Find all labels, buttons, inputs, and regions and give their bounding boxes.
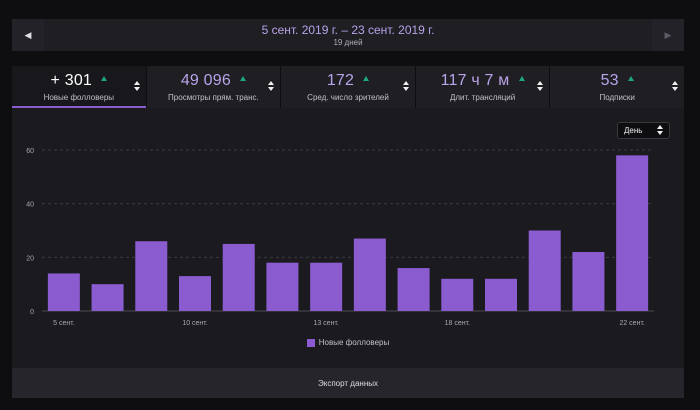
period-select[interactable]: День xyxy=(617,122,670,139)
sort-icon[interactable] xyxy=(671,81,678,92)
trend-up-icon xyxy=(101,76,108,81)
stat-tab-subscriptions[interactable]: 53 Подписки xyxy=(550,66,684,108)
arrow-left-icon: ◀ xyxy=(24,29,32,40)
bar xyxy=(47,273,80,311)
stat-value: + 301 xyxy=(50,72,93,89)
bar xyxy=(397,268,430,311)
date-range-bar: ◀ 5 сент. 2019 г. – 23 сент. 2019 г. 19 … xyxy=(12,19,684,51)
stat-label: Подписки xyxy=(599,93,635,102)
bar xyxy=(441,278,474,311)
next-period-button[interactable]: ▶ xyxy=(652,19,684,51)
dropdown-arrows-icon xyxy=(657,125,663,136)
legend-label: Новые фолловеры xyxy=(318,338,390,347)
stat-value: 53 xyxy=(600,72,619,89)
stat-label: Сред. число зрителей xyxy=(307,93,389,102)
stat-tab-new-followers[interactable]: + 301 Новые фолловеры xyxy=(12,66,147,108)
sort-icon[interactable] xyxy=(402,81,409,92)
stats-tabs: + 301 Новые фолловеры 49 096 Просмотры п… xyxy=(12,66,684,108)
stat-label: Длит. трансляций xyxy=(449,93,516,102)
stat-value: 49 096 xyxy=(180,72,231,89)
stat-value: 172 xyxy=(326,72,355,89)
date-range-text: 5 сент. 2019 г. – 23 сент. 2019 г. xyxy=(261,22,435,37)
bar xyxy=(179,276,211,311)
legend-swatch xyxy=(306,338,315,347)
date-range-days: 19 дней xyxy=(333,37,363,47)
export-data-button[interactable]: Экспорт данных xyxy=(12,368,684,398)
y-tick-label: 20 xyxy=(26,255,34,262)
sort-icon[interactable] xyxy=(133,81,140,92)
x-tick-label: 13 сент. xyxy=(313,320,338,327)
analytics-panel: + 301 Новые фолловеры 49 096 Просмотры п… xyxy=(12,66,684,398)
chart-legend[interactable]: Новые фолловеры xyxy=(12,338,684,347)
stat-tab-live-views[interactable]: 49 096 Просмотры прям. транс. xyxy=(146,66,282,108)
trend-up-icon xyxy=(627,76,634,81)
stat-label: Просмотры прям. транс. xyxy=(168,93,259,102)
x-tick-label: 5 сент. xyxy=(53,320,75,327)
bar xyxy=(222,243,255,311)
y-tick-label: 40 xyxy=(26,202,34,209)
bar xyxy=(485,278,517,311)
followers-bar-chart: 0 20 40 60 5 сент. 10 сент. 13 сент. 18 сент. 22… xyxy=(26,148,654,327)
period-select-value: День xyxy=(624,126,643,135)
bar xyxy=(572,251,605,311)
trend-up-icon xyxy=(239,76,246,81)
bar xyxy=(353,238,386,311)
arrow-right-icon: ▶ xyxy=(664,29,672,40)
bar xyxy=(266,262,299,311)
bar xyxy=(616,155,649,311)
export-label: Экспорт данных xyxy=(318,378,378,388)
trend-up-icon xyxy=(518,76,525,81)
bar xyxy=(91,284,124,311)
stat-label: Новые фолловеры xyxy=(43,93,115,102)
bar xyxy=(135,241,168,311)
trend-up-icon xyxy=(363,76,370,81)
x-tick-label: 10 сент. xyxy=(182,320,207,327)
stat-value: 117 ч 7 м xyxy=(440,72,510,89)
x-tick-label: 22 сент. xyxy=(619,320,644,327)
x-tick-label: 18 сент. xyxy=(445,320,470,327)
date-range-display[interactable]: 5 сент. 2019 г. – 23 сент. 2019 г. 19 дн… xyxy=(44,19,652,51)
y-tick-label: 60 xyxy=(26,148,34,155)
bar xyxy=(310,262,343,311)
prev-period-button[interactable]: ◀ xyxy=(12,19,44,51)
stat-tab-stream-duration[interactable]: 117 ч 7 м Длит. трансляций xyxy=(415,66,551,108)
stat-tab-avg-viewers[interactable]: 172 Сред. число зрителей xyxy=(281,66,416,108)
y-tick-label: 0 xyxy=(30,309,34,316)
sort-icon[interactable] xyxy=(537,81,544,92)
bar xyxy=(528,230,561,311)
sort-icon[interactable] xyxy=(268,81,275,92)
